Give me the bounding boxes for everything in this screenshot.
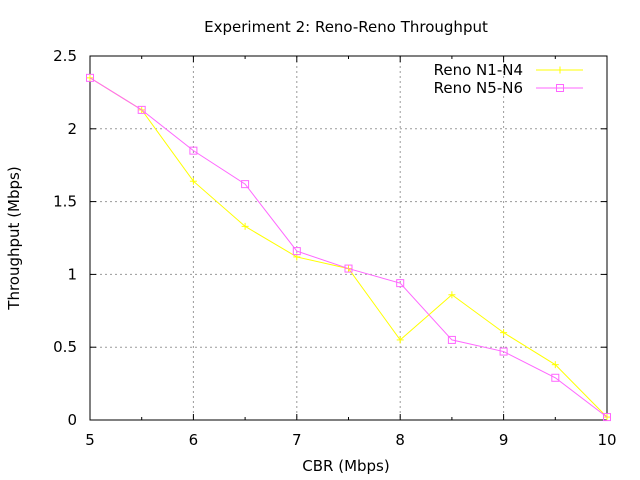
- data-point: [344, 264, 353, 273]
- series-line: [89, 77, 608, 418]
- x-tick-label: 10: [597, 431, 616, 449]
- y-tick-label: 0: [67, 411, 77, 429]
- data-point: [137, 105, 146, 114]
- x-tick-label: 5: [85, 431, 95, 449]
- series-2: [86, 73, 611, 422]
- plot-frame: [89, 55, 608, 421]
- x-tick-label: 7: [292, 431, 302, 449]
- data-point: [551, 373, 560, 382]
- x-tick-label: 9: [499, 431, 509, 449]
- legend-marker: [556, 66, 564, 74]
- data-point: [292, 247, 301, 256]
- x-tick-label: 6: [189, 431, 199, 449]
- y-axis-title: Throughput (Mbps): [5, 166, 23, 310]
- series-line: [89, 77, 608, 418]
- legend-label: Reno N1-N4: [434, 61, 523, 79]
- y-tick-label: 1: [67, 265, 77, 283]
- grid-lines: [90, 56, 607, 420]
- x-axis-title: CBR (Mbps): [302, 457, 389, 475]
- y-tick-label: 2.5: [53, 47, 77, 65]
- data-point: [189, 177, 197, 185]
- series-1: [86, 74, 611, 421]
- series-layer: [86, 73, 611, 422]
- chart-title: Experiment 2: Reno-Reno Throughput: [204, 18, 488, 36]
- x-tick-label: 8: [395, 431, 405, 449]
- y-tick-label: 2: [67, 120, 77, 138]
- data-point: [448, 291, 456, 299]
- legend-marker: [556, 84, 564, 92]
- data-point: [551, 361, 559, 369]
- data-point: [189, 146, 198, 155]
- y-tick-label: 0.5: [53, 338, 77, 356]
- axes: 5 6 7 8 9 10 0 0.5 1 1.5 2 2.5: [53, 47, 616, 449]
- legend-entry: Reno N5-N6: [434, 79, 583, 97]
- legend-entry: Reno N1-N4: [434, 61, 583, 79]
- data-point: [447, 335, 456, 344]
- data-point: [396, 279, 405, 288]
- data-point: [396, 336, 404, 344]
- data-point: [86, 73, 94, 82]
- data-point: [241, 222, 249, 230]
- data-point: [499, 347, 508, 356]
- data-point: [241, 180, 250, 189]
- data-point: [603, 413, 611, 422]
- data-point: [500, 329, 508, 337]
- legend-label: Reno N5-N6: [434, 79, 523, 97]
- y-tick-label: 1.5: [53, 193, 77, 211]
